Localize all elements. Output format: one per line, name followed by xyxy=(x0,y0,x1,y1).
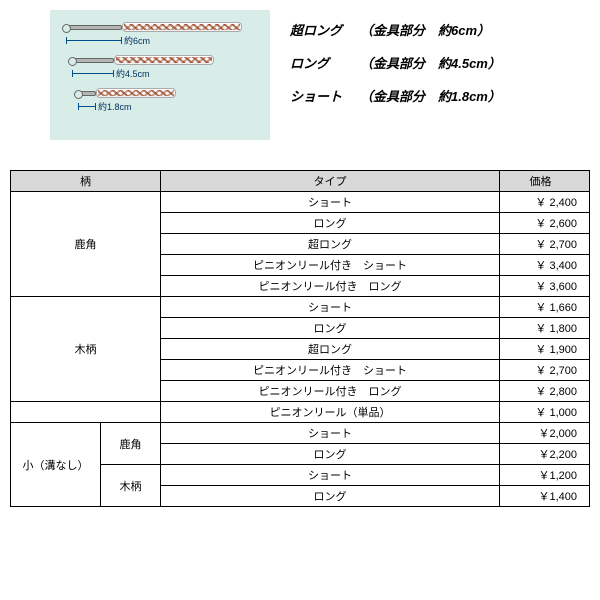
price-table: 柄 タイプ 価格 鹿角ショート￥ 2,400ロング￥ 2,600超ロング￥ 2,… xyxy=(10,170,590,507)
table-row: 鹿角ショート￥ 2,400 xyxy=(11,192,590,213)
legend-row: ロング（金具部分 約4.5cm） xyxy=(290,53,501,72)
cell-price: ￥ 3,600 xyxy=(500,276,590,297)
cell-type: ピニオンリール（単品） xyxy=(161,402,500,423)
col-header-handle: 柄 xyxy=(11,171,161,192)
dimension: 約1.8cm xyxy=(78,100,262,113)
body-part xyxy=(122,22,242,32)
dimension-label: 約6cm xyxy=(124,34,150,47)
col-header-type: タイプ xyxy=(161,171,500,192)
cell-price: ￥ 1,800 xyxy=(500,318,590,339)
cell-subhandle: 木柄 xyxy=(101,465,161,507)
legend-name: ショート xyxy=(290,86,360,105)
table-row: 木柄ショート￥ 1,660 xyxy=(11,297,590,318)
body-part xyxy=(96,88,176,98)
cell-type: 超ロング xyxy=(161,234,500,255)
cell-price: ￥2,000 xyxy=(500,423,590,444)
table-header-row: 柄 タイプ 価格 xyxy=(11,171,590,192)
product-image: 約6cm 約4.5cm 約1.8cm xyxy=(50,10,270,140)
cell-price: ￥1,200 xyxy=(500,465,590,486)
cell-handle xyxy=(11,402,161,423)
cell-price: ￥ 1,000 xyxy=(500,402,590,423)
cell-type: ショート xyxy=(161,192,500,213)
dimension-line xyxy=(78,106,96,107)
cell-price: ￥2,200 xyxy=(500,444,590,465)
cell-type: 超ロング xyxy=(161,339,500,360)
legend-spec: （金具部分 約6cm） xyxy=(360,23,490,38)
bait-row: 約4.5cm xyxy=(58,53,262,80)
cell-type: ロング xyxy=(161,213,500,234)
cell-type: ロング xyxy=(161,486,500,507)
bait-item xyxy=(66,20,262,34)
cell-type: ピニオンリール付き ロング xyxy=(161,276,500,297)
cell-price: ￥ 3,400 xyxy=(500,255,590,276)
cell-price: ￥ 2,800 xyxy=(500,381,590,402)
dimension-label: 約4.5cm xyxy=(116,67,150,80)
dimension-line xyxy=(72,73,114,74)
cell-price: ￥ 1,660 xyxy=(500,297,590,318)
dimension: 約4.5cm xyxy=(72,67,262,80)
metal-part xyxy=(72,58,114,63)
bait-item xyxy=(72,53,262,67)
size-legend: 超ロング（金具部分 約6cm）ロング（金具部分 約4.5cm）ショート（金具部分… xyxy=(290,20,501,119)
cell-type: ピニオンリール付き ショート xyxy=(161,255,500,276)
bait-row: 約1.8cm xyxy=(58,86,262,113)
table-row: 小（溝なし）鹿角ショート￥2,000 xyxy=(11,423,590,444)
legend-row: 超ロング（金具部分 約6cm） xyxy=(290,20,501,39)
top-section: 約6cm約4.5cm約1.8cm 超ロング（金具部分 約6cm）ロング（金具部分… xyxy=(10,10,590,140)
dimension-label: 約1.8cm xyxy=(98,100,132,113)
legend-name: 超ロング xyxy=(290,20,360,39)
metal-part xyxy=(66,25,122,30)
table-row: ピニオンリール（単品）￥ 1,000 xyxy=(11,402,590,423)
cell-type: ロング xyxy=(161,318,500,339)
cell-price: ￥ 2,400 xyxy=(500,192,590,213)
cell-price: ￥ 1,900 xyxy=(500,339,590,360)
cell-price: ￥1,400 xyxy=(500,486,590,507)
cell-type: ショート xyxy=(161,297,500,318)
cell-handle: 小（溝なし） xyxy=(11,423,101,507)
col-header-price: 価格 xyxy=(500,171,590,192)
legend-spec: （金具部分 約4.5cm） xyxy=(360,56,501,71)
dimension: 約6cm xyxy=(66,34,262,47)
legend-row: ショート（金具部分 約1.8cm） xyxy=(290,86,501,105)
cell-type: ロング xyxy=(161,444,500,465)
metal-part xyxy=(78,91,96,96)
legend-spec: （金具部分 約1.8cm） xyxy=(360,89,501,104)
legend-name: ロング xyxy=(290,53,360,72)
cell-type: ピニオンリール付き ロング xyxy=(161,381,500,402)
cell-type: ショート xyxy=(161,423,500,444)
bait-row: 約6cm xyxy=(58,20,262,47)
cell-subhandle: 鹿角 xyxy=(101,423,161,465)
cell-type: ショート xyxy=(161,465,500,486)
cell-type: ピニオンリール付き ショート xyxy=(161,360,500,381)
cell-handle: 鹿角 xyxy=(11,192,161,297)
cell-price: ￥ 2,700 xyxy=(500,234,590,255)
cell-price: ￥ 2,600 xyxy=(500,213,590,234)
bait-item xyxy=(78,86,262,100)
dimension-line xyxy=(66,40,122,41)
cell-handle: 木柄 xyxy=(11,297,161,402)
cell-price: ￥ 2,700 xyxy=(500,360,590,381)
body-part xyxy=(114,55,214,65)
